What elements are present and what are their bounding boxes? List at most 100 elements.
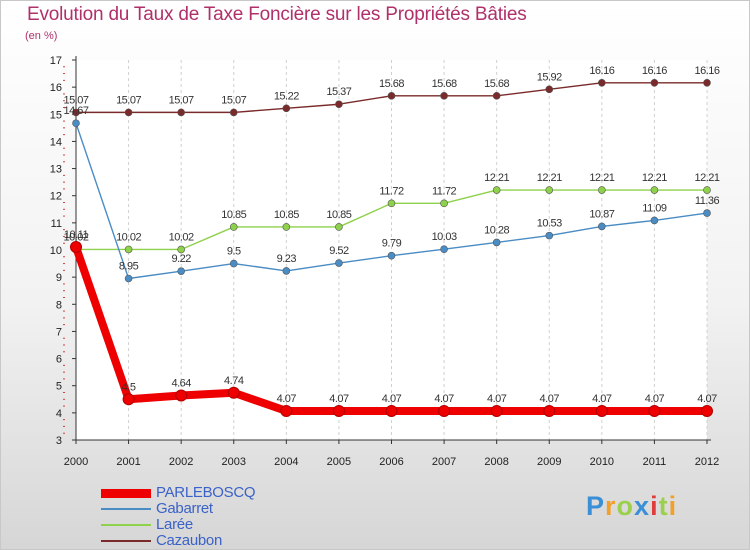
y-tick-label: 5 xyxy=(56,381,62,393)
data-label: 12.21 xyxy=(484,172,509,184)
data-label: 4.07 xyxy=(645,393,665,405)
data-label: 9.22 xyxy=(171,253,191,265)
data-label: 11.72 xyxy=(379,185,404,197)
data-label: 10.85 xyxy=(221,209,246,221)
data-point xyxy=(490,404,503,417)
data-label: 9.23 xyxy=(277,253,297,265)
data-label: 10.87 xyxy=(589,208,614,220)
data-label: 15.68 xyxy=(432,78,457,90)
legend-item: Cazaubon xyxy=(101,532,361,549)
legend-swatch xyxy=(101,524,151,526)
data-label: 9.52 xyxy=(329,245,349,257)
data-point xyxy=(650,216,659,225)
legend-item: Gabarret xyxy=(101,500,361,517)
data-label: 4.07 xyxy=(382,393,402,405)
data-label: 4.07 xyxy=(277,393,297,405)
data-point xyxy=(545,231,554,240)
chart-legend: PARLEBOSCQ Gabarret Larée Cazaubon xyxy=(101,484,361,549)
data-point xyxy=(387,92,396,100)
y-tick-label: 12 xyxy=(50,191,62,203)
data-label: 12.21 xyxy=(589,172,614,184)
y-tick-label: 14 xyxy=(50,136,62,148)
x-tick-label: 2005 xyxy=(327,456,351,468)
data-label: 16.16 xyxy=(589,65,614,77)
legend-item: PARLEBOSCQ xyxy=(101,484,361,501)
data-label: 15.07 xyxy=(63,94,88,106)
data-point xyxy=(440,92,448,100)
data-label: 15.92 xyxy=(537,71,562,83)
x-tick-label: 2000 xyxy=(64,456,88,468)
data-point xyxy=(335,223,343,231)
data-point xyxy=(650,79,659,87)
data-point xyxy=(492,238,501,247)
data-label: 4.07 xyxy=(697,393,717,405)
data-point xyxy=(229,259,238,268)
logo-letter: o xyxy=(616,491,635,521)
data-label: 4.07 xyxy=(487,393,507,405)
data-label: 10.02 xyxy=(63,231,88,243)
y-tick-label: 4 xyxy=(56,408,62,420)
data-point xyxy=(227,386,240,399)
x-tick-label: 2008 xyxy=(484,456,508,468)
data-point xyxy=(282,104,291,113)
y-tick-label: 10 xyxy=(50,245,62,257)
data-point xyxy=(703,79,711,87)
data-point xyxy=(387,251,396,260)
data-point xyxy=(440,199,448,208)
y-tick-label: 8 xyxy=(56,299,62,311)
data-label: 15.07 xyxy=(116,94,141,106)
data-label: 10.02 xyxy=(169,231,194,243)
data-point xyxy=(385,404,398,417)
data-point xyxy=(175,389,188,402)
data-point xyxy=(177,267,185,275)
y-tick-label: 13 xyxy=(50,164,62,176)
x-tick-label: 2010 xyxy=(590,456,614,468)
data-point xyxy=(332,404,345,417)
data-label: 11.72 xyxy=(432,185,457,197)
y-tick-label: 11 xyxy=(51,218,62,230)
data-label: 15.68 xyxy=(484,78,509,90)
data-label: 15.07 xyxy=(221,94,246,106)
data-point xyxy=(335,259,343,267)
data-point xyxy=(387,199,396,208)
logo-letter: t xyxy=(658,491,669,521)
data-label: 4.64 xyxy=(171,377,191,389)
data-label: 10.28 xyxy=(484,224,509,236)
x-tick-label: 2004 xyxy=(274,456,298,468)
legend-label: PARLEBOSCQ xyxy=(156,484,256,501)
logo-letter: r xyxy=(605,491,617,521)
data-label: 4.07 xyxy=(434,393,454,405)
chart-title: Evolution du Taux de Taxe Foncière sur l… xyxy=(27,4,527,25)
legend-swatch xyxy=(101,508,151,510)
data-label: 9.79 xyxy=(382,238,402,250)
y-tick-label: 6 xyxy=(56,354,62,366)
data-label: 15.22 xyxy=(274,90,299,102)
legend-item: Larée xyxy=(101,516,361,533)
data-point xyxy=(545,186,554,194)
data-point xyxy=(701,404,713,417)
logo-letter: i xyxy=(650,491,659,521)
data-label: 4.07 xyxy=(592,393,612,405)
x-tick-label: 2003 xyxy=(222,456,246,468)
data-point xyxy=(72,108,80,117)
legend-label: Larée xyxy=(156,516,193,533)
data-label: 9.5 xyxy=(227,246,241,258)
data-label: 12.21 xyxy=(642,172,667,184)
logo-letter: i xyxy=(668,491,678,521)
x-tick-label: 2006 xyxy=(379,456,403,468)
data-point xyxy=(229,108,238,117)
data-point xyxy=(124,108,133,117)
data-label: 10.02 xyxy=(116,231,141,243)
y-tick-label: 9 xyxy=(56,272,62,284)
data-label: 10.11 xyxy=(64,229,89,241)
legend-label: Gabarret xyxy=(156,500,213,517)
legend-swatch xyxy=(101,488,151,498)
data-point xyxy=(703,209,711,217)
data-point xyxy=(545,85,554,94)
y-tick-label: 17 xyxy=(50,55,62,67)
data-point xyxy=(70,241,82,254)
data-label: 8.95 xyxy=(119,261,139,273)
data-label: 11.36 xyxy=(695,195,720,207)
data-label: 15.07 xyxy=(169,94,194,106)
